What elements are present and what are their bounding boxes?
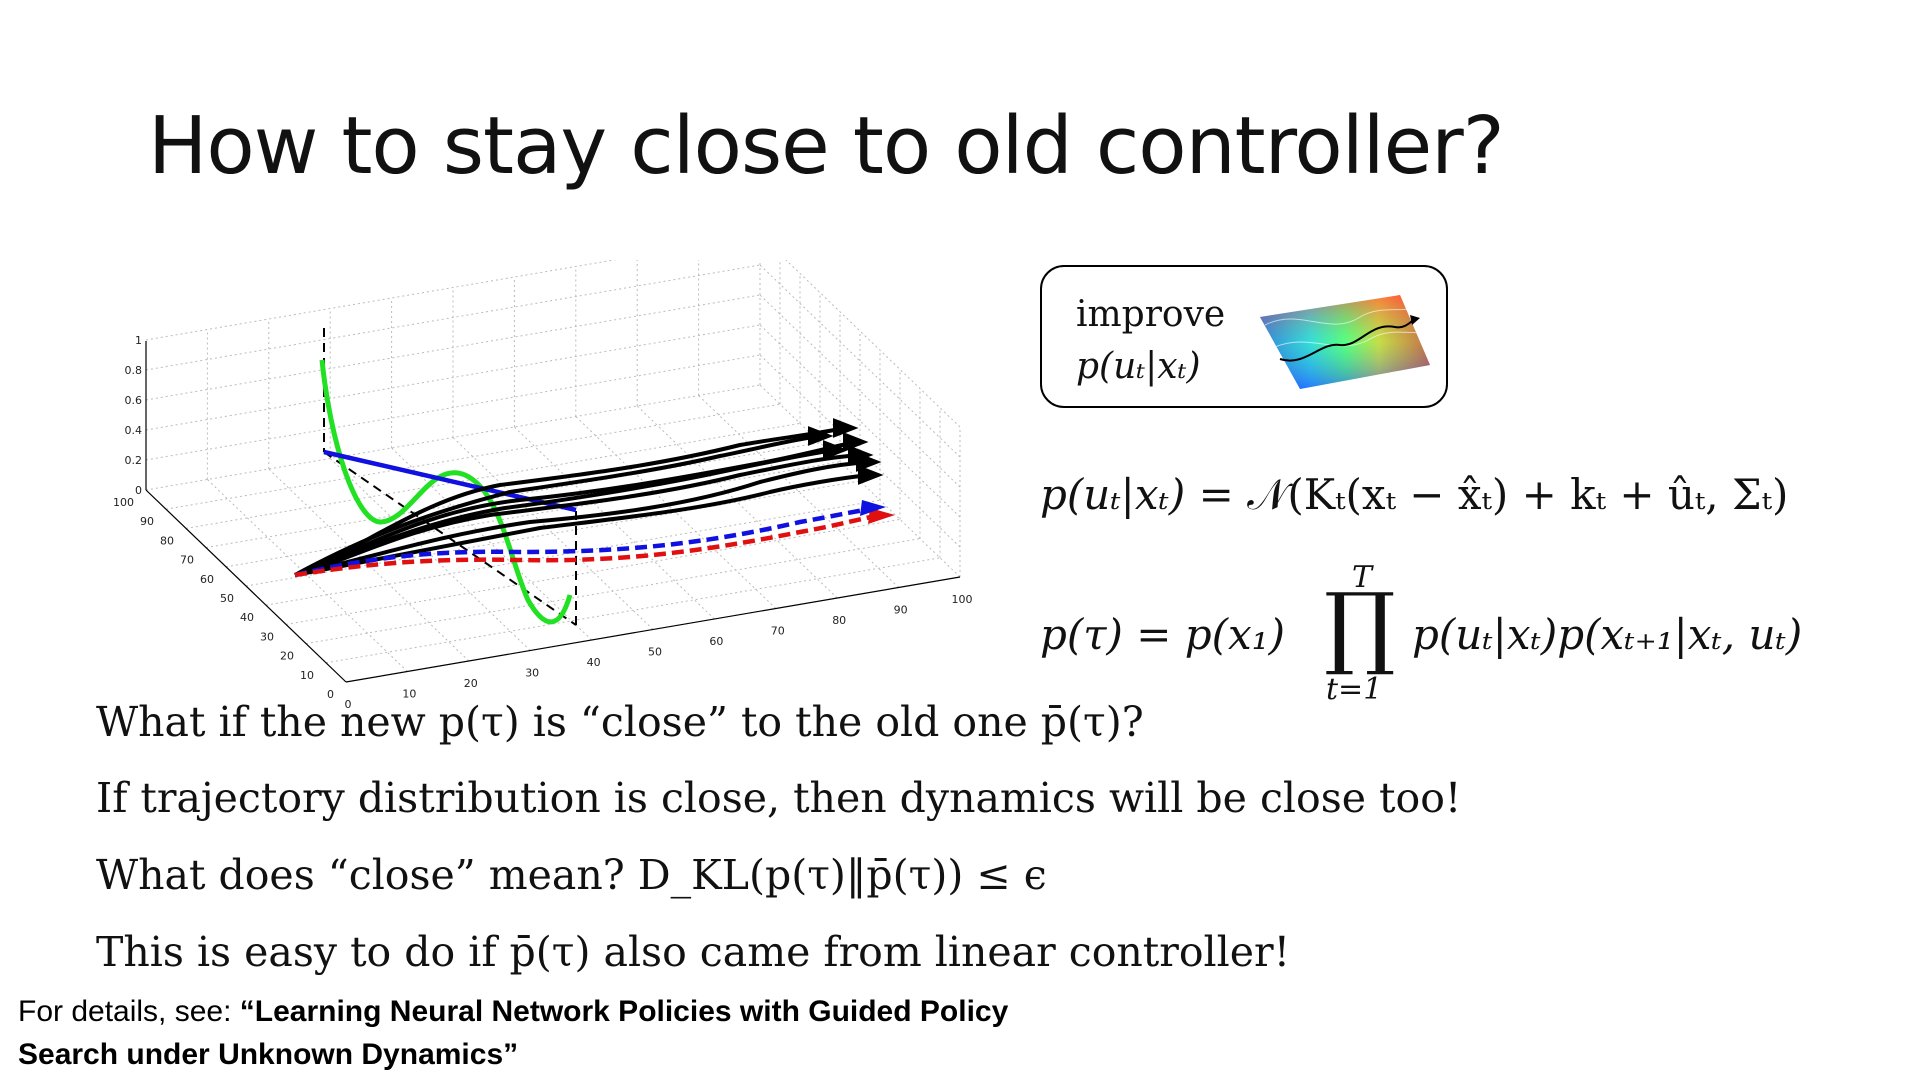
footnote-reference-line-1: “Learning Neural Network Policies with G… [239, 995, 1009, 1028]
black-trajectory [294, 460, 869, 577]
product-symbol: ∏ [1324, 574, 1396, 679]
x-tick-label: 30 [525, 667, 539, 680]
y-tick-label: 100 [113, 496, 134, 509]
z-tick-label: 0 [135, 484, 142, 497]
black-trajectory [294, 453, 861, 577]
cost-surface-thumbnail [1260, 295, 1430, 389]
y-tick-label: 60 [200, 573, 214, 586]
black-trajectory-arrowhead [808, 426, 834, 446]
x-tick-label: 80 [832, 614, 846, 627]
product-operator: T ∏ t=1 [1322, 560, 1408, 710]
x-tick-label: 50 [648, 646, 662, 659]
z-tick-label: 0.2 [125, 454, 143, 467]
black-trajectory [294, 434, 821, 577]
x-tick-label: 60 [709, 635, 723, 648]
black-trajectory-arrowhead [856, 452, 882, 472]
green-curve [319, 359, 573, 625]
y-tick-label: 70 [180, 554, 194, 567]
policy-equation: p(uₜ|xₜ) = 𝒩(Kₜ(xₜ − x̂ₜ) + kₜ + ûₜ, Σₜ) [1040, 470, 1788, 520]
y-tick-label: 90 [140, 515, 154, 528]
y-tick-label: 30 [260, 630, 274, 643]
footnote-reference-line-2: Search under Unknown Dynamics” [18, 1038, 519, 1071]
black-trajectory-arrowhead [843, 432, 869, 452]
z-tick-label: 0.6 [125, 394, 143, 407]
text-line-2: If trajectory distribution is close, the… [96, 774, 1462, 822]
red-dashed-trajectory [294, 512, 883, 578]
black-trajectory-arrowhead [833, 418, 859, 438]
x-tick-label: 70 [771, 625, 785, 638]
box-label-improve: improve [1076, 294, 1226, 335]
product-upper-limit: T [1352, 560, 1373, 595]
product-lower-limit: t=1 [1326, 672, 1383, 707]
x-tick-label: 100 [952, 593, 973, 606]
z-tick-label: 0.8 [125, 364, 143, 377]
red-arrowhead [868, 508, 895, 524]
y-tick-label: 20 [280, 650, 294, 663]
text-line-4: This is easy to do if p̄(τ) also came fr… [96, 928, 1291, 976]
x-tick-label: 90 [894, 604, 908, 617]
blue-dashed-trajectory [294, 505, 879, 578]
x-tick-label: 0 [345, 698, 352, 711]
z-tick-label: 0.4 [125, 424, 143, 437]
footnote-prefix: For details, see: [18, 995, 240, 1028]
box-label-policy: p(uₜ|xₜ) [1076, 346, 1201, 387]
trajectory-3d-plot: 00.20.40.60.8101020304050607080901000102… [113, 260, 973, 711]
y-tick-label: 10 [300, 669, 314, 682]
text-line-1: What if the new p(τ) is “close” to the o… [96, 698, 1144, 746]
plot-box-edges [145, 341, 961, 683]
black-trajectory-arrowhead [823, 440, 849, 460]
x-tick-label: 10 [402, 688, 416, 701]
trajectory-equation-rhs: p(uₜ|xₜ)p(xₜ₊₁|xₜ, uₜ) [1412, 610, 1803, 659]
x-tick-label: 40 [587, 656, 601, 669]
slide-title: How to stay close to old controller? [148, 100, 1505, 192]
thumbnail-arrow-path [1279, 318, 1416, 362]
plot-dashed-projection-lines [323, 328, 577, 626]
footnote: For details, see: “Learning Neural Netwo… [18, 990, 1008, 1076]
blue-arrowhead [860, 500, 886, 516]
policy-equation-rhs: = 𝒩(Kₜ(xₜ − x̂ₜ) + kₜ + ûₜ, Σₜ) [1185, 470, 1789, 519]
black-trajectories [294, 418, 884, 577]
policy-equation-lhs: p(uₜ|xₜ) [1040, 470, 1186, 519]
black-trajectory [294, 473, 871, 577]
black-trajectory-arrowhead [858, 465, 884, 485]
y-tick-label: 40 [240, 611, 254, 624]
y-tick-label: 80 [160, 534, 174, 547]
y-tick-label: 50 [220, 592, 234, 605]
thumbnail-arrowhead [1410, 315, 1420, 325]
z-tick-label: 1 [135, 334, 142, 347]
y-tick-label: 0 [327, 688, 334, 701]
improve-policy-box: improve p(uₜ|xₜ) [1040, 265, 1448, 408]
text-line-3: What does “close” mean? D_KL(p(τ)‖p̄(τ))… [96, 851, 1047, 899]
x-tick-label: 20 [464, 677, 478, 690]
trajectory-equation-lhs: p(τ) = p(x₁) [1040, 610, 1285, 659]
black-trajectory [294, 448, 836, 577]
